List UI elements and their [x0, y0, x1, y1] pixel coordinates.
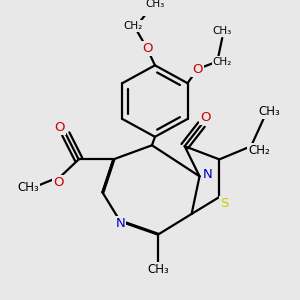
Text: CH₂: CH₂ — [248, 144, 270, 158]
Text: O: O — [192, 63, 203, 76]
Text: N: N — [202, 168, 212, 181]
Text: CH₂: CH₂ — [213, 57, 232, 67]
Text: CH₃: CH₃ — [145, 0, 165, 9]
Text: S: S — [220, 197, 229, 210]
Text: N: N — [116, 217, 125, 230]
Text: CH₃: CH₃ — [17, 181, 39, 194]
Text: CH₃: CH₃ — [213, 26, 232, 37]
Text: CH₂: CH₂ — [124, 21, 143, 31]
Text: CH₃: CH₃ — [147, 263, 169, 276]
Text: CH₃: CH₃ — [258, 105, 280, 118]
Text: O: O — [142, 42, 152, 55]
Text: O: O — [200, 111, 211, 124]
Text: O: O — [54, 176, 64, 189]
Text: O: O — [55, 121, 65, 134]
